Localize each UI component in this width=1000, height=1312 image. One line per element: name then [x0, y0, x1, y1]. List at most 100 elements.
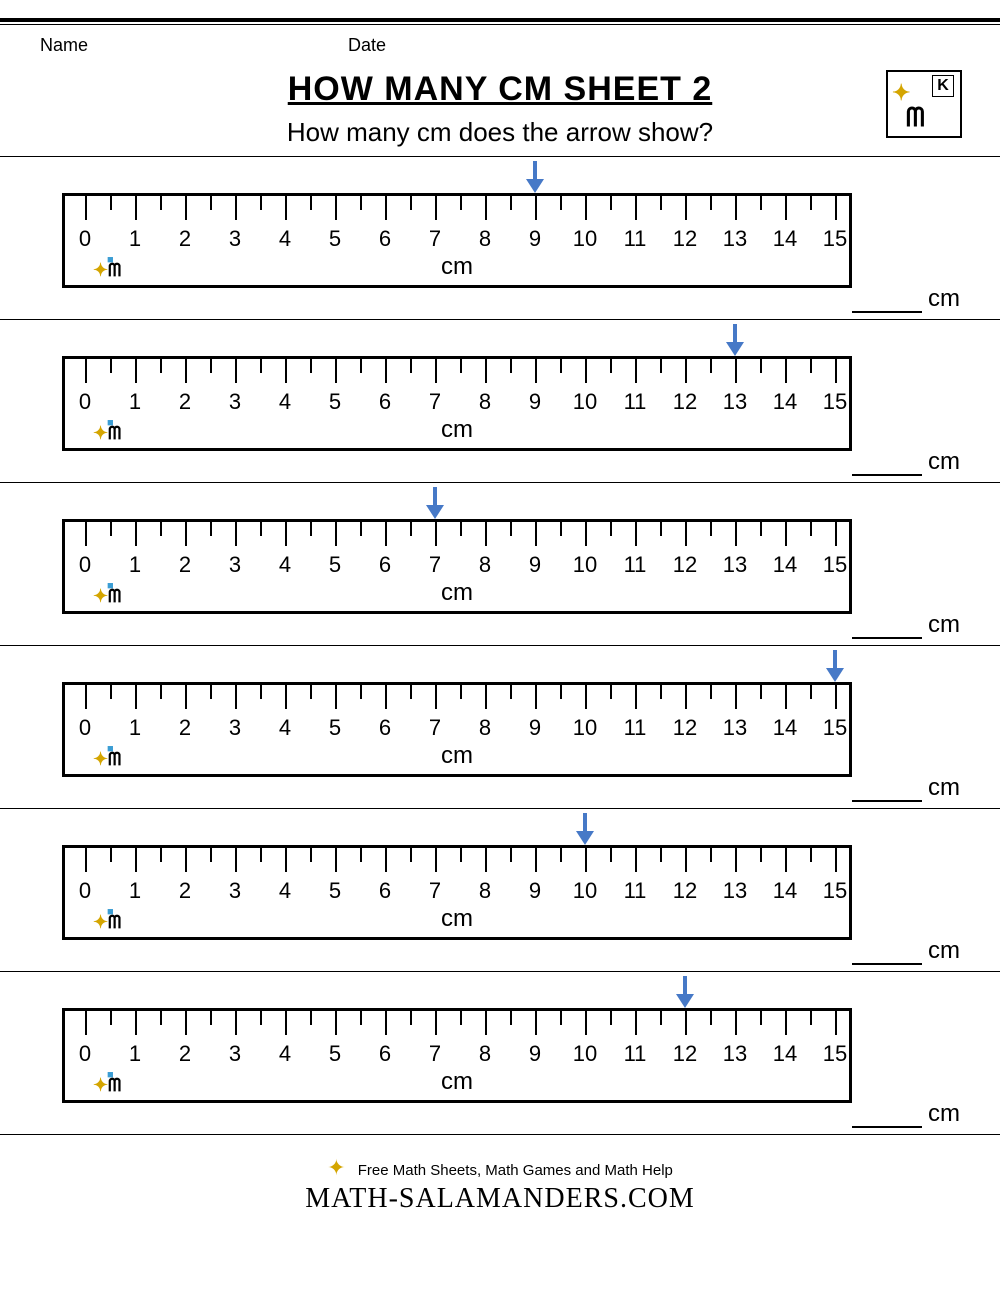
- ruler: 0123456789101112131415cm✦■ᗰ: [62, 193, 852, 288]
- tick-minor: [510, 848, 512, 862]
- tick-minor: [760, 359, 762, 373]
- tick-label: 4: [279, 389, 291, 415]
- ruler-watermark-icon: ✦■ᗰ: [93, 586, 121, 607]
- page-title: HOW MANY CM SHEET 2: [0, 70, 1000, 109]
- answer-blank[interactable]: cm: [852, 937, 960, 965]
- ruler: 0123456789101112131415cm✦■ᗰ: [62, 1008, 852, 1103]
- tick-minor: [760, 685, 762, 699]
- ruler-ticks: [65, 685, 849, 713]
- tick-label: 12: [673, 226, 697, 252]
- tick-label: 10: [573, 552, 597, 578]
- tick-label: 11: [624, 878, 647, 904]
- tick-label: 4: [279, 715, 291, 741]
- tick-major: [235, 685, 237, 709]
- problem-row: 0123456789101112131415cm✦■ᗰcm: [0, 809, 1000, 972]
- tick-minor: [410, 196, 412, 210]
- tick-label: 0: [79, 715, 91, 741]
- tick-label: 7: [429, 715, 441, 741]
- tick-minor: [210, 1011, 212, 1025]
- tick-minor: [160, 685, 162, 699]
- tick-label: 7: [429, 552, 441, 578]
- ruler-numbers: 0123456789101112131415: [65, 552, 849, 578]
- tick-label: 3: [229, 552, 241, 578]
- tick-label: 15: [823, 715, 847, 741]
- tick-minor: [560, 1011, 562, 1025]
- problem-row: 0123456789101112131415cm✦■ᗰcm: [0, 483, 1000, 646]
- arrow-icon: [726, 324, 744, 356]
- tick-major: [385, 196, 387, 220]
- tick-minor: [410, 522, 412, 536]
- ruler: 0123456789101112131415cm✦■ᗰ: [62, 519, 852, 614]
- tick-minor: [160, 196, 162, 210]
- tick-minor: [260, 359, 262, 373]
- tick-label: 15: [823, 1041, 847, 1067]
- tick-label: 8: [479, 552, 491, 578]
- tick-minor: [410, 848, 412, 862]
- tick-label: 11: [624, 552, 647, 578]
- answer-unit: cm: [928, 285, 960, 312]
- tick-label: 3: [229, 715, 241, 741]
- problem-row: 0123456789101112131415cm✦■ᗰcm: [0, 320, 1000, 483]
- tick-minor: [710, 196, 712, 210]
- tick-label: 13: [723, 389, 747, 415]
- tick-minor: [110, 196, 112, 210]
- tick-minor: [660, 196, 662, 210]
- tick-major: [485, 848, 487, 872]
- tick-major: [635, 522, 637, 546]
- answer-blank[interactable]: cm: [852, 1100, 960, 1128]
- answer-blank[interactable]: cm: [852, 774, 960, 802]
- footer-brand: MATH-SALAMANDERS.COM: [0, 1183, 1000, 1215]
- tick-major: [785, 522, 787, 546]
- tick-label: 2: [179, 715, 191, 741]
- tick-label: 14: [773, 715, 797, 741]
- tick-label: 7: [429, 1041, 441, 1067]
- tick-label: 4: [279, 226, 291, 252]
- tick-major: [485, 1011, 487, 1035]
- tick-major: [335, 359, 337, 383]
- tick-minor: [810, 1011, 812, 1025]
- tick-major: [485, 685, 487, 709]
- tick-major: [735, 522, 737, 546]
- tick-major: [635, 196, 637, 220]
- page-subtitle: How many cm does the arrow show?: [0, 117, 1000, 148]
- tick-major: [835, 522, 837, 546]
- answer-blank[interactable]: cm: [852, 448, 960, 476]
- tick-label: 4: [279, 552, 291, 578]
- ruler-ticks: [65, 1011, 849, 1039]
- tick-major: [185, 685, 187, 709]
- tick-minor: [160, 522, 162, 536]
- tick-minor: [210, 848, 212, 862]
- tick-major: [335, 196, 337, 220]
- tick-major: [335, 848, 337, 872]
- tick-major: [435, 196, 437, 220]
- tick-minor: [460, 196, 462, 210]
- tick-minor: [210, 359, 212, 373]
- ruler-watermark-icon: ✦■ᗰ: [93, 423, 121, 444]
- tick-minor: [310, 1011, 312, 1025]
- tick-label: 12: [673, 552, 697, 578]
- tick-label: 1: [129, 878, 141, 904]
- answer-blank[interactable]: cm: [852, 285, 960, 313]
- tick-major: [335, 685, 337, 709]
- tick-minor: [760, 1011, 762, 1025]
- tick-major: [485, 196, 487, 220]
- tick-minor: [560, 685, 562, 699]
- tick-major: [785, 359, 787, 383]
- tick-label: 8: [479, 389, 491, 415]
- tick-label: 5: [329, 878, 341, 904]
- answer-blank[interactable]: cm: [852, 611, 960, 639]
- ruler-numbers: 0123456789101112131415: [65, 389, 849, 415]
- footer: ✦ Free Math Sheets, Math Games and Math …: [0, 1155, 1000, 1215]
- problem-row: 0123456789101112131415cm✦■ᗰcm: [0, 646, 1000, 809]
- tick-major: [235, 522, 237, 546]
- tick-minor: [710, 522, 712, 536]
- tick-major: [435, 848, 437, 872]
- tick-minor: [560, 522, 562, 536]
- answer-unit: cm: [928, 1100, 960, 1127]
- arrow-icon: [576, 813, 594, 845]
- tick-label: 9: [529, 552, 541, 578]
- tick-minor: [610, 196, 612, 210]
- tick-label: 3: [229, 226, 241, 252]
- tick-minor: [460, 522, 462, 536]
- name-label: Name: [40, 35, 88, 56]
